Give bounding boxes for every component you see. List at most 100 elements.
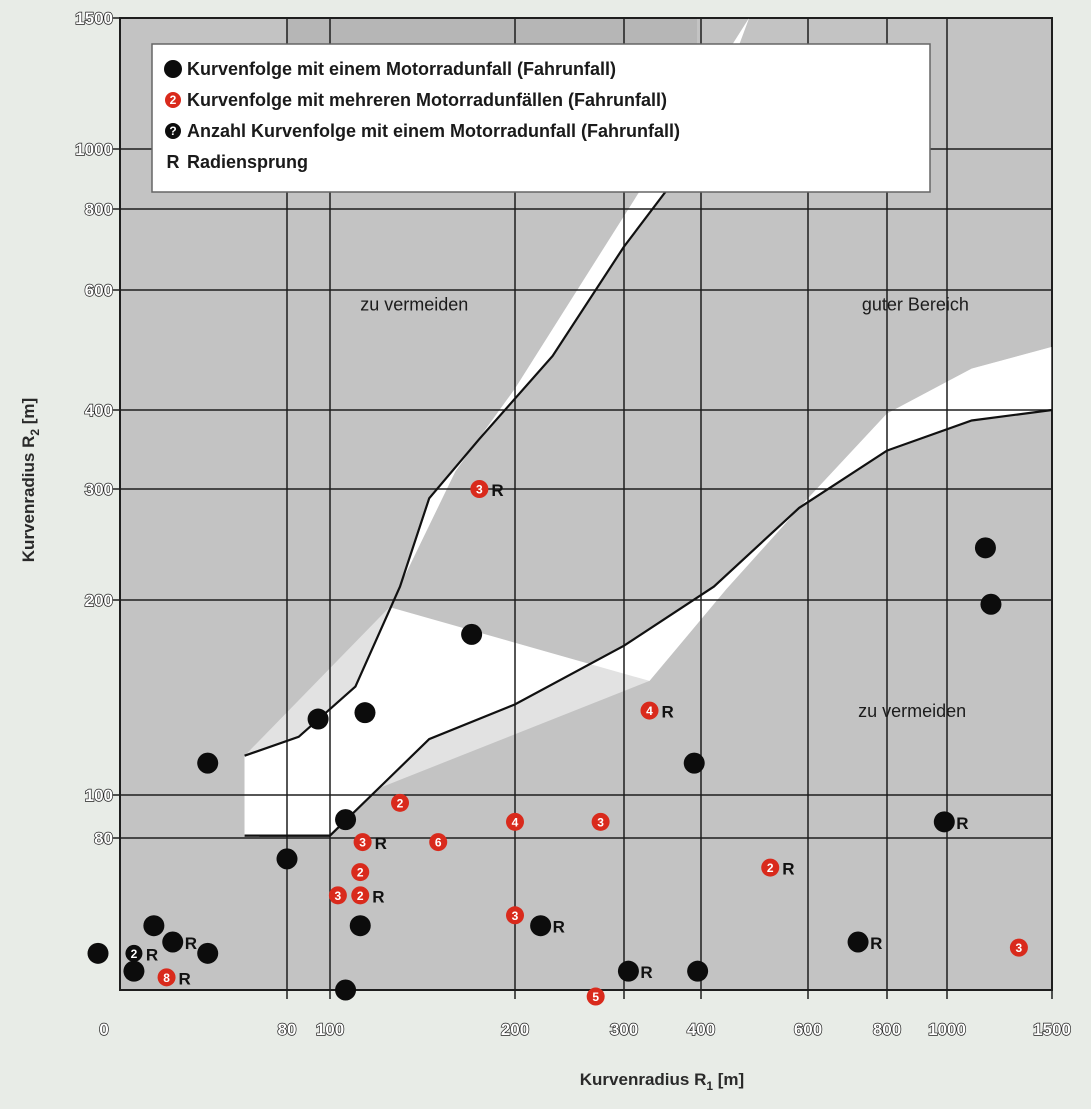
lower-boundary: [259, 408, 1053, 837]
point-2-14-number: 3: [1016, 941, 1023, 955]
legend-marker-1: [165, 92, 181, 108]
point-2-10: [586, 987, 605, 1006]
point-0-17-label: R: [870, 934, 882, 953]
point-0-13: [530, 915, 552, 937]
point-2-6-number: 6: [435, 836, 442, 850]
point-2-7: [470, 480, 489, 498]
legend-marker-2: [165, 123, 181, 139]
point-0-0: [87, 942, 109, 964]
x-tick-label-8: 1500: [1033, 1020, 1071, 1039]
point-2-7-number: 3: [476, 483, 483, 497]
point-2-3-number: 2: [357, 866, 364, 880]
x-axis-title-sub: 1: [706, 1079, 713, 1093]
point-0-13-label: R: [553, 918, 565, 937]
point-2-4-label: R: [375, 834, 387, 853]
y-tick-label-2: 200: [85, 591, 113, 610]
point-2-11-number: 3: [597, 815, 604, 829]
point-0-2: [143, 915, 165, 937]
y-axis-title-sub: 2: [28, 429, 42, 436]
point-1-0: [125, 944, 143, 962]
legend-marker-number-2: ?: [169, 124, 176, 138]
point-0-3-label: R: [185, 934, 197, 953]
point-2-5-number: 2: [397, 796, 404, 810]
point-0-16: [687, 960, 709, 982]
point-2-1-number: 3: [335, 889, 342, 903]
legend-text-3: Radiensprung: [187, 152, 308, 172]
x-tick-label-4: 400: [687, 1020, 715, 1039]
point-0-6: [276, 848, 298, 870]
point-0-10: [354, 702, 376, 724]
point-0-11: [349, 915, 371, 937]
x-origin-label: 0: [99, 1020, 108, 1039]
point-2-2-label: R: [372, 887, 384, 906]
point-2-6: [429, 833, 448, 852]
x-axis-title: Kurvenradius R1 [m]: [580, 1070, 744, 1093]
y-tick-label-0: 80: [94, 829, 113, 848]
y-axis-title-main: Kurvenradius R: [19, 436, 38, 563]
point-2-11: [591, 812, 610, 831]
point-0-18: [933, 811, 955, 833]
point-0-5: [197, 752, 219, 774]
point-2-12-number: 4: [646, 704, 653, 718]
y-tick-label-1: 100: [85, 786, 113, 805]
region-label-1: guter Bereich: [862, 294, 969, 314]
point-0-14-label: R: [640, 963, 652, 982]
region-label-2: zu vermeiden: [858, 701, 966, 721]
x-tick-label-5: 600: [794, 1020, 822, 1039]
point-2-1: [328, 886, 347, 905]
y-tick-label-5: 600: [85, 281, 113, 300]
point-1-0-label: R: [146, 945, 158, 964]
y-axis-title-unit: [m]: [19, 398, 38, 429]
x-tick-label-6: 800: [873, 1020, 901, 1039]
point-2-14: [1009, 938, 1028, 957]
strip-top: [287, 19, 697, 48]
point-1-0-number: 2: [131, 947, 138, 961]
point-2-8-number: 3: [512, 909, 519, 923]
x-tick-label-1: 100: [316, 1020, 344, 1039]
good-area: [244, 18, 1053, 836]
point-0-9: [335, 979, 357, 1001]
point-0-14: [617, 960, 639, 982]
point-2-7-label: R: [491, 481, 503, 500]
legend-marker-0: [164, 60, 182, 78]
point-0-3: [162, 931, 184, 953]
point-2-2-number: 2: [357, 889, 364, 903]
y-tick-label-8: 1500: [75, 9, 113, 28]
point-0-19: [974, 537, 996, 559]
point-0-8: [335, 809, 357, 831]
legend-marker-3: R: [167, 152, 180, 172]
point-0-20: [980, 593, 1002, 615]
x-axis-title-main: Kurvenradius R: [580, 1070, 707, 1089]
legend-text-1: Kurvenfolge mit mehreren Motorradunfälle…: [187, 90, 667, 110]
upper-boundary: [244, 111, 715, 757]
y-tick-label-6: 800: [85, 200, 113, 219]
point-2-0-number: 8: [163, 971, 170, 985]
good-area-step: [244, 686, 430, 836]
point-2-9-number: 4: [512, 815, 519, 829]
point-2-3: [351, 863, 370, 882]
y-tick-label-7: 1000: [75, 140, 113, 159]
region-label-0: zu vermeiden: [360, 294, 468, 314]
point-0-4: [197, 942, 219, 964]
x-axis-title-unit: [m]: [713, 1070, 744, 1089]
x-tick-label-2: 200: [501, 1020, 529, 1039]
point-2-13-label: R: [782, 860, 794, 879]
point-2-2: [351, 886, 370, 905]
x-tick-label-0: 80: [278, 1020, 297, 1039]
point-2-0: [157, 968, 176, 987]
point-2-9: [506, 812, 524, 831]
legend-text-0: Kurvenfolge mit einem Motorradunfall (Fa…: [187, 59, 616, 79]
point-2-12-label: R: [662, 703, 674, 722]
point-0-1: [123, 960, 145, 982]
point-2-4: [353, 833, 372, 852]
legend-text-2: Anzahl Kurvenfolge mit einem Motorradunf…: [187, 121, 680, 141]
point-2-10-number: 5: [592, 990, 599, 1004]
point-0-15: [683, 752, 705, 774]
x-tick-label-3: 300: [610, 1020, 638, 1039]
point-2-13: [761, 858, 780, 877]
point-2-8: [506, 906, 524, 925]
point-2-13-number: 2: [767, 861, 774, 875]
y-tick-label-4: 400: [85, 401, 113, 420]
